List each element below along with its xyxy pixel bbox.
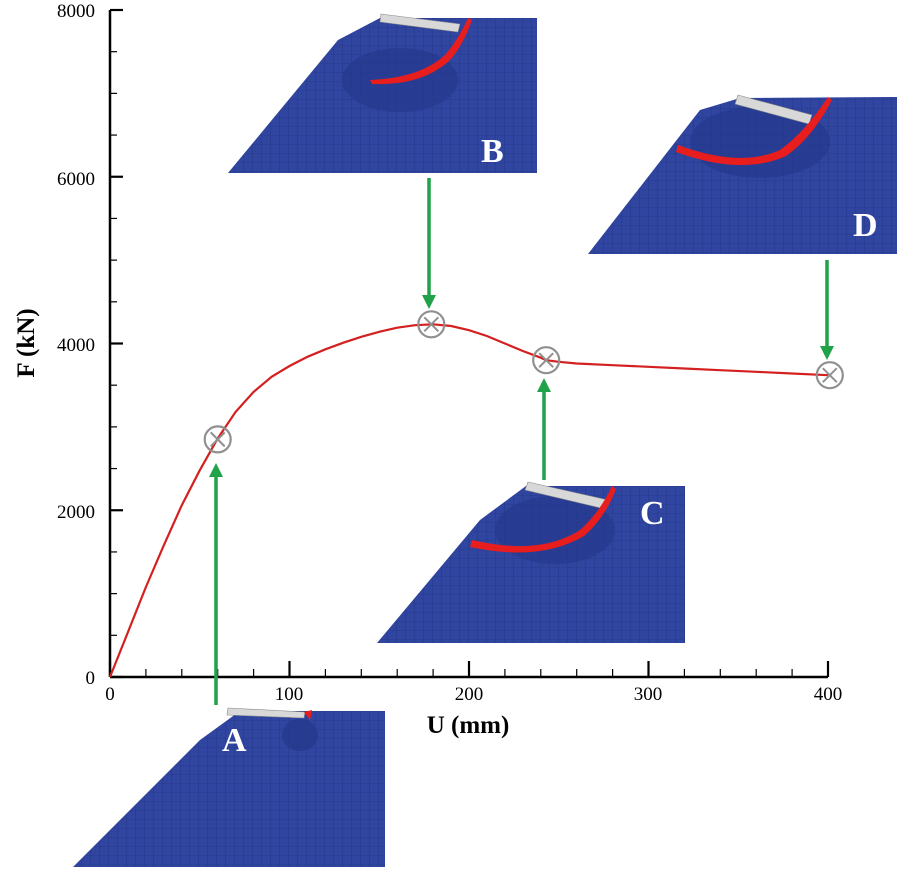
panel-label-a: A bbox=[222, 722, 247, 759]
panel-label-d: D bbox=[853, 207, 878, 244]
markers bbox=[203, 310, 844, 454]
x-tick-label-0: 0 bbox=[105, 684, 115, 705]
inset-d bbox=[588, 94, 897, 254]
marker-b bbox=[417, 310, 446, 339]
y-axis-title: F (kN) bbox=[13, 308, 40, 377]
axes bbox=[108, 8, 830, 679]
inset-c bbox=[377, 481, 685, 643]
x-tick-label-100: 100 bbox=[275, 684, 304, 705]
x-axis-title: U (mm) bbox=[427, 712, 510, 739]
marker-c bbox=[532, 346, 561, 375]
arrows bbox=[209, 178, 834, 705]
marker-d bbox=[815, 361, 844, 390]
inset-b bbox=[228, 13, 537, 173]
x-tick-label-400: 400 bbox=[814, 684, 843, 705]
y-tick-label-6000: 6000 bbox=[57, 169, 95, 190]
series-line bbox=[108, 323, 829, 678]
y-tick-label-8000: 8000 bbox=[57, 1, 95, 22]
panel-label-b: B bbox=[481, 133, 504, 170]
y-tick-label-4000: 4000 bbox=[57, 335, 95, 356]
panel-label-c: C bbox=[640, 495, 665, 532]
y-tick-label-0: 0 bbox=[86, 668, 96, 689]
marker-a bbox=[203, 425, 232, 454]
x-tick-label-300: 300 bbox=[634, 684, 663, 705]
x-tick-label-200: 200 bbox=[455, 684, 484, 705]
y-tick-label-2000: 2000 bbox=[57, 502, 95, 523]
inset-a bbox=[73, 707, 385, 867]
y-ticks bbox=[110, 8, 123, 679]
